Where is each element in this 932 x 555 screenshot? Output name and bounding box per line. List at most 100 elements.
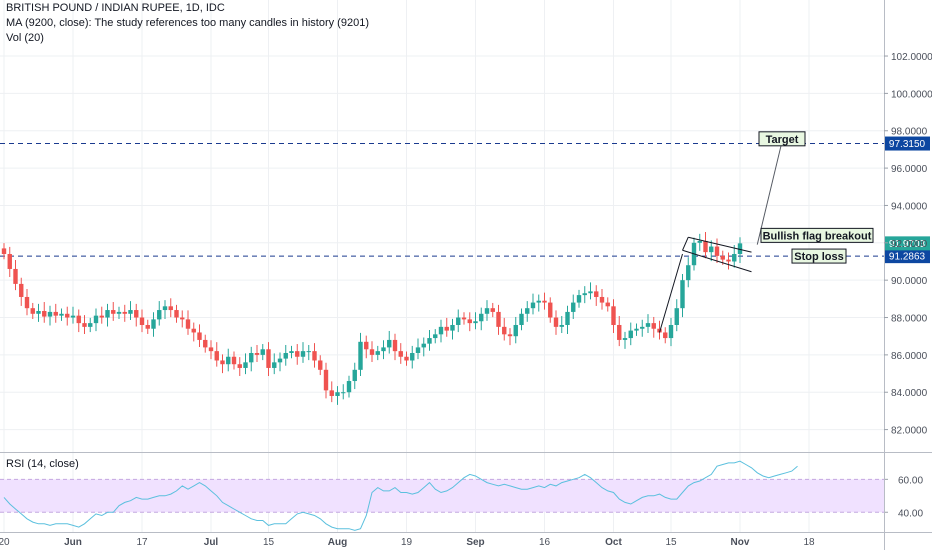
candle-body bbox=[456, 317, 461, 325]
time-tick-label: Nov bbox=[731, 537, 750, 548]
chart-annotations: Target Bullish flag breakout Stop loss bbox=[756, 131, 874, 264]
rsi-tick-label: 40.00 bbox=[898, 508, 923, 519]
candle-body bbox=[231, 356, 237, 365]
candle-body bbox=[249, 353, 254, 363]
candle-body bbox=[525, 308, 530, 314]
candle-body bbox=[737, 243, 743, 255]
candle-body bbox=[30, 308, 35, 314]
candle-body bbox=[180, 317, 185, 320]
candle-body bbox=[651, 323, 656, 329]
time-tick-label: 16 bbox=[539, 537, 551, 548]
candle-body bbox=[576, 295, 582, 303]
target-label: Target bbox=[766, 134, 799, 146]
candle-body bbox=[588, 291, 593, 294]
candle-body bbox=[490, 308, 495, 312]
candle-body bbox=[709, 246, 714, 253]
current-price-label: 91.9703 bbox=[889, 239, 926, 250]
candle-body bbox=[415, 347, 421, 354]
candle-body bbox=[243, 362, 248, 368]
price-tick-label: 100.0000 bbox=[891, 89, 932, 100]
candle-body bbox=[191, 328, 196, 333]
candle-body bbox=[473, 321, 478, 324]
candle-body bbox=[427, 338, 432, 344]
candle-body bbox=[116, 311, 122, 314]
time-tick-label: 17 bbox=[136, 537, 148, 548]
candle-body bbox=[628, 330, 633, 339]
candle-body bbox=[226, 356, 231, 365]
candle-body bbox=[645, 323, 651, 327]
stop-loss-label: Stop loss bbox=[794, 251, 844, 263]
candle-body bbox=[732, 254, 737, 262]
candle-body bbox=[634, 328, 639, 331]
candle-body bbox=[398, 351, 403, 357]
time-tick-label: Jun bbox=[64, 537, 82, 548]
candle-body bbox=[185, 319, 191, 329]
bullish-flag-pattern bbox=[659, 236, 752, 333]
candle-body bbox=[358, 341, 363, 370]
time-tick-label: 15 bbox=[665, 537, 677, 548]
candle-body bbox=[300, 351, 306, 357]
price-level-label: 91.2863 bbox=[889, 252, 926, 263]
candle-body bbox=[47, 311, 53, 317]
candle-body bbox=[369, 349, 375, 355]
candle-body bbox=[134, 310, 139, 318]
candle-body bbox=[519, 313, 524, 325]
price-tick-label: 84.0000 bbox=[891, 388, 928, 399]
price-tick-label: 86.0000 bbox=[891, 351, 928, 362]
candle-body bbox=[674, 308, 679, 325]
candle-body bbox=[88, 323, 93, 327]
candle-body bbox=[599, 296, 605, 303]
candle-body bbox=[65, 313, 70, 318]
candle-body bbox=[283, 353, 288, 359]
candle-body bbox=[605, 302, 610, 307]
candle-body bbox=[168, 306, 173, 311]
candle-body bbox=[433, 334, 438, 339]
candle-body bbox=[450, 324, 455, 331]
rsi-panel: 40.00 60.00 RSI (14, close) bbox=[0, 458, 923, 531]
rsi-tick-label: 60.00 bbox=[898, 475, 923, 486]
candle-body bbox=[122, 311, 127, 314]
candle-body bbox=[720, 255, 725, 260]
target-label-box bbox=[758, 131, 806, 147]
candle-body bbox=[254, 353, 260, 355]
candle-body bbox=[594, 291, 599, 297]
candle-body bbox=[617, 324, 622, 340]
price-tick-label: 96.0000 bbox=[891, 164, 928, 175]
candle-body bbox=[157, 310, 162, 320]
price-level-label: 97.3150 bbox=[889, 139, 926, 150]
candle-body bbox=[611, 306, 616, 325]
ma-study-legend: MA (9200, close): The study references t… bbox=[6, 17, 369, 29]
candle-body bbox=[438, 326, 444, 335]
candle-body bbox=[151, 319, 156, 329]
price-level-badge bbox=[884, 136, 930, 151]
candle-body bbox=[622, 338, 628, 340]
candle-body bbox=[697, 240, 702, 243]
volume-study-legend: Vol (20) bbox=[6, 32, 44, 44]
current-price-badge bbox=[884, 236, 930, 251]
price-tick-label: 92.0000 bbox=[891, 239, 928, 250]
candle-body bbox=[375, 351, 380, 355]
candle-body bbox=[19, 283, 24, 297]
candle-body bbox=[295, 351, 300, 357]
candle-body bbox=[496, 311, 501, 327]
candle-body bbox=[467, 319, 472, 324]
candlestick-series bbox=[1, 231, 743, 405]
candle-body bbox=[220, 360, 225, 365]
candle-body bbox=[277, 358, 283, 363]
candle-body bbox=[548, 302, 553, 318]
candle-body bbox=[714, 246, 720, 256]
candle-body bbox=[381, 347, 386, 352]
candle-body bbox=[53, 311, 58, 316]
candle-body bbox=[7, 254, 12, 269]
candle-body bbox=[484, 308, 490, 314]
candle-body bbox=[266, 349, 271, 368]
candle-body bbox=[421, 343, 426, 348]
candle-body bbox=[536, 300, 541, 303]
chart-symbol-title: BRITISH POUND / INDIAN RUPEE, 1D, IDC bbox=[6, 2, 225, 14]
candle-body bbox=[703, 240, 708, 253]
candle-body bbox=[145, 324, 150, 329]
candle-body bbox=[479, 313, 484, 322]
candle-body bbox=[59, 313, 64, 316]
